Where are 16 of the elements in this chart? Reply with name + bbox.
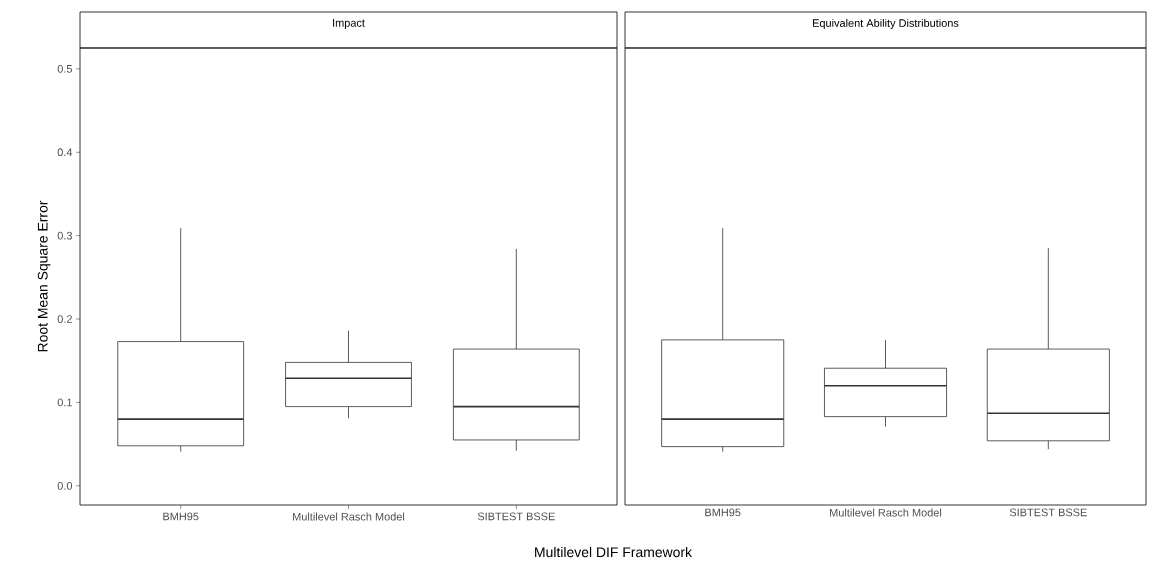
y-tick-label: 0.0 — [57, 481, 73, 490]
x-tick-label: Multilevel Rasch Model — [293, 512, 405, 521]
chart-title: Equivalent Ability Distributions — [813, 18, 959, 30]
chart-title: Impact — [333, 19, 365, 29]
y-tick-label: 0.4 — [57, 148, 73, 157]
y-tick-label: 0.5 — [57, 64, 73, 73]
x-tick-label: BMH95 — [705, 508, 741, 517]
x-tick-label: SIBTEST BSSE — [1009, 508, 1087, 517]
y-tick-label: 0.1 — [57, 398, 72, 407]
x-tick-label: BMH95 — [163, 512, 199, 521]
y-tick-label: 0.2 — [57, 315, 72, 323]
y-axis-title: Root Mean Square Error — [37, 200, 51, 352]
x-axis-title: Multilevel DIF Framework — [535, 546, 693, 558]
y-tick-label: 0.3 — [57, 231, 72, 240]
x-tick-label: SIBTEST BSSE — [477, 512, 555, 521]
x-tick-label: Multilevel Rasch Model — [830, 508, 942, 517]
